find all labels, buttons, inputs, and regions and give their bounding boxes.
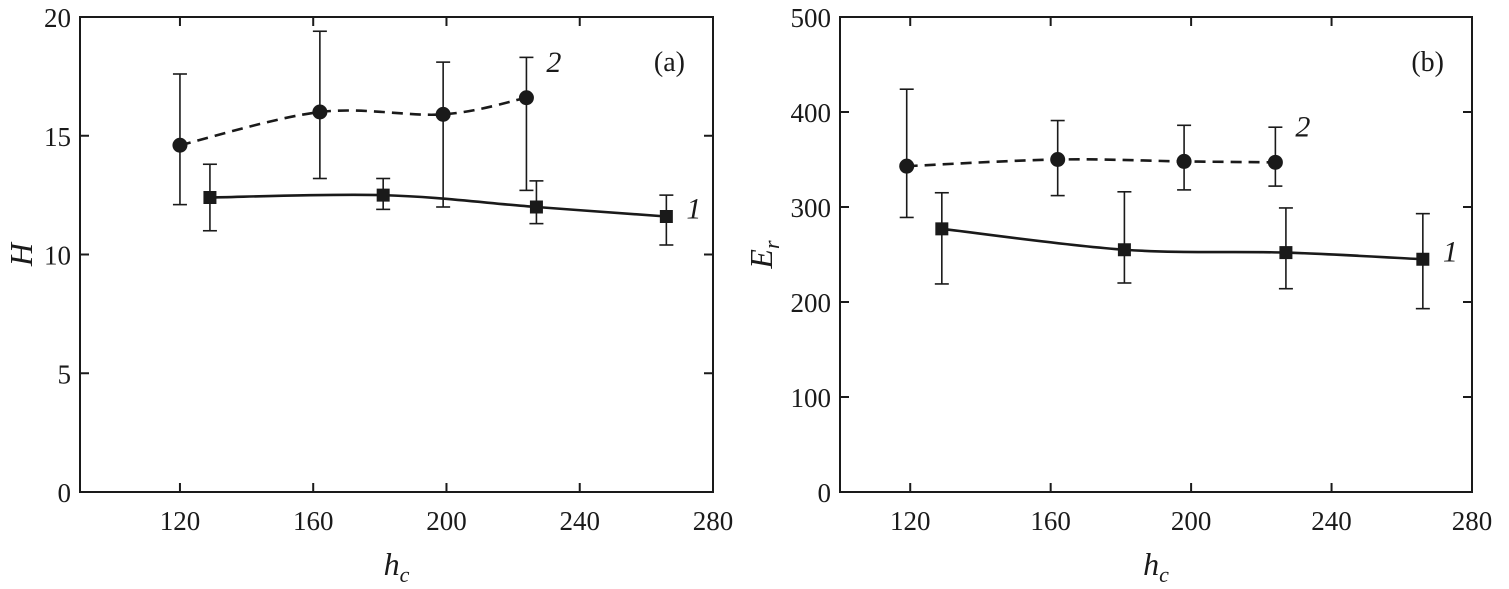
panel-a-x-tick-label: 280 (693, 506, 734, 536)
panel-b-x-tick-label: 120 (890, 506, 931, 536)
panel-b-x-tick-label: 240 (1311, 506, 1352, 536)
panel-a-x-tick-label: 120 (160, 506, 201, 536)
panel-a-y-tick-label: 20 (44, 3, 71, 33)
panel-b-series-1-point (935, 222, 949, 236)
panel-a-series-1-point (529, 200, 543, 214)
panel-a-y-axis-label: H (3, 241, 39, 267)
panel-a-plot-frame (79, 16, 714, 493)
panel-b-x-axis-label-main: h (1143, 546, 1159, 582)
panel-a-series-1-label: 1 (686, 193, 701, 226)
panel-b-y-tick-label: 500 (791, 3, 832, 33)
panel-a-x-axis-label: hc (384, 546, 410, 587)
panel-b-y-tick-label: 400 (791, 98, 832, 128)
panel-b-x-axis-label: hc (1143, 546, 1169, 587)
panel-b-series-2-point (899, 158, 915, 174)
panel-a-series-2-point (518, 90, 534, 106)
panel-b-y-tick-label: 0 (818, 478, 832, 508)
panel-b-plot-frame (839, 16, 1473, 493)
panel-b-panel-label: (b) (1411, 47, 1444, 78)
panel-b-series-2-point (1050, 152, 1066, 167)
panel-b-x-tick-label: 200 (1171, 506, 1212, 536)
panel-a-x-tick-label: 200 (426, 506, 467, 536)
panel-a-series-2-label: 2 (546, 46, 561, 79)
panel-a-y-tick-label: 5 (58, 359, 72, 389)
panel-b-series-1-label: 1 (1443, 235, 1458, 268)
panel-a-series-2-point (435, 106, 451, 122)
panel-a-series-1-curve (209, 193, 667, 218)
panel-a-series-2-point (312, 104, 328, 120)
panel-a-series-1-point (659, 210, 673, 223)
panel-b-series-1-point (1117, 243, 1131, 257)
panel-a-x-axis-label-main: h (384, 546, 400, 582)
panel-a-y-tick-label: 15 (44, 122, 71, 152)
panel-a-series-1-point (203, 191, 217, 204)
panel-b-x-tick-label: 160 (1030, 506, 1071, 536)
panel-b-y-tick-label: 300 (791, 193, 832, 223)
panel-a-series-2-point (172, 137, 188, 153)
panel-b-y-axis-label: Er (743, 240, 784, 270)
panel-a-y-axis-label-main: H (3, 241, 39, 267)
panel-a-y-tick-label: 0 (58, 478, 72, 508)
panel-b-series-1-curve (941, 227, 1423, 261)
panel-a-panel-label: (a) (654, 47, 685, 78)
panel-b-y-tick-label: 200 (791, 288, 832, 318)
panel-a-x-axis-label-sub: c (400, 562, 410, 587)
panel-b-series-1-point (1279, 246, 1293, 260)
panel-b-y-axis-label-main: E (743, 249, 779, 270)
panel-b-y-tick-label: 100 (791, 383, 832, 413)
panel-b-series-1-point (1416, 252, 1430, 266)
panel-a-y-tick-label: 10 (44, 241, 71, 271)
panel-b-y-axis-label-sub: r (759, 240, 784, 249)
panel-a-x-tick-label: 160 (293, 506, 334, 536)
panel-a-x-tick-label: 240 (559, 506, 600, 536)
panel-b-series-2-label: 2 (1295, 110, 1310, 143)
panel-b-x-tick-label: 280 (1452, 506, 1493, 536)
panel-b-series-2-point (1267, 154, 1283, 170)
panel-b-series-2-curve (906, 158, 1276, 168)
panel-a-series-2-curve (179, 96, 527, 147)
panel-b-x-axis-label-sub: c (1159, 562, 1169, 587)
panel-b-series-2-point (1176, 153, 1192, 169)
panel-a-series-1-point (376, 188, 390, 202)
